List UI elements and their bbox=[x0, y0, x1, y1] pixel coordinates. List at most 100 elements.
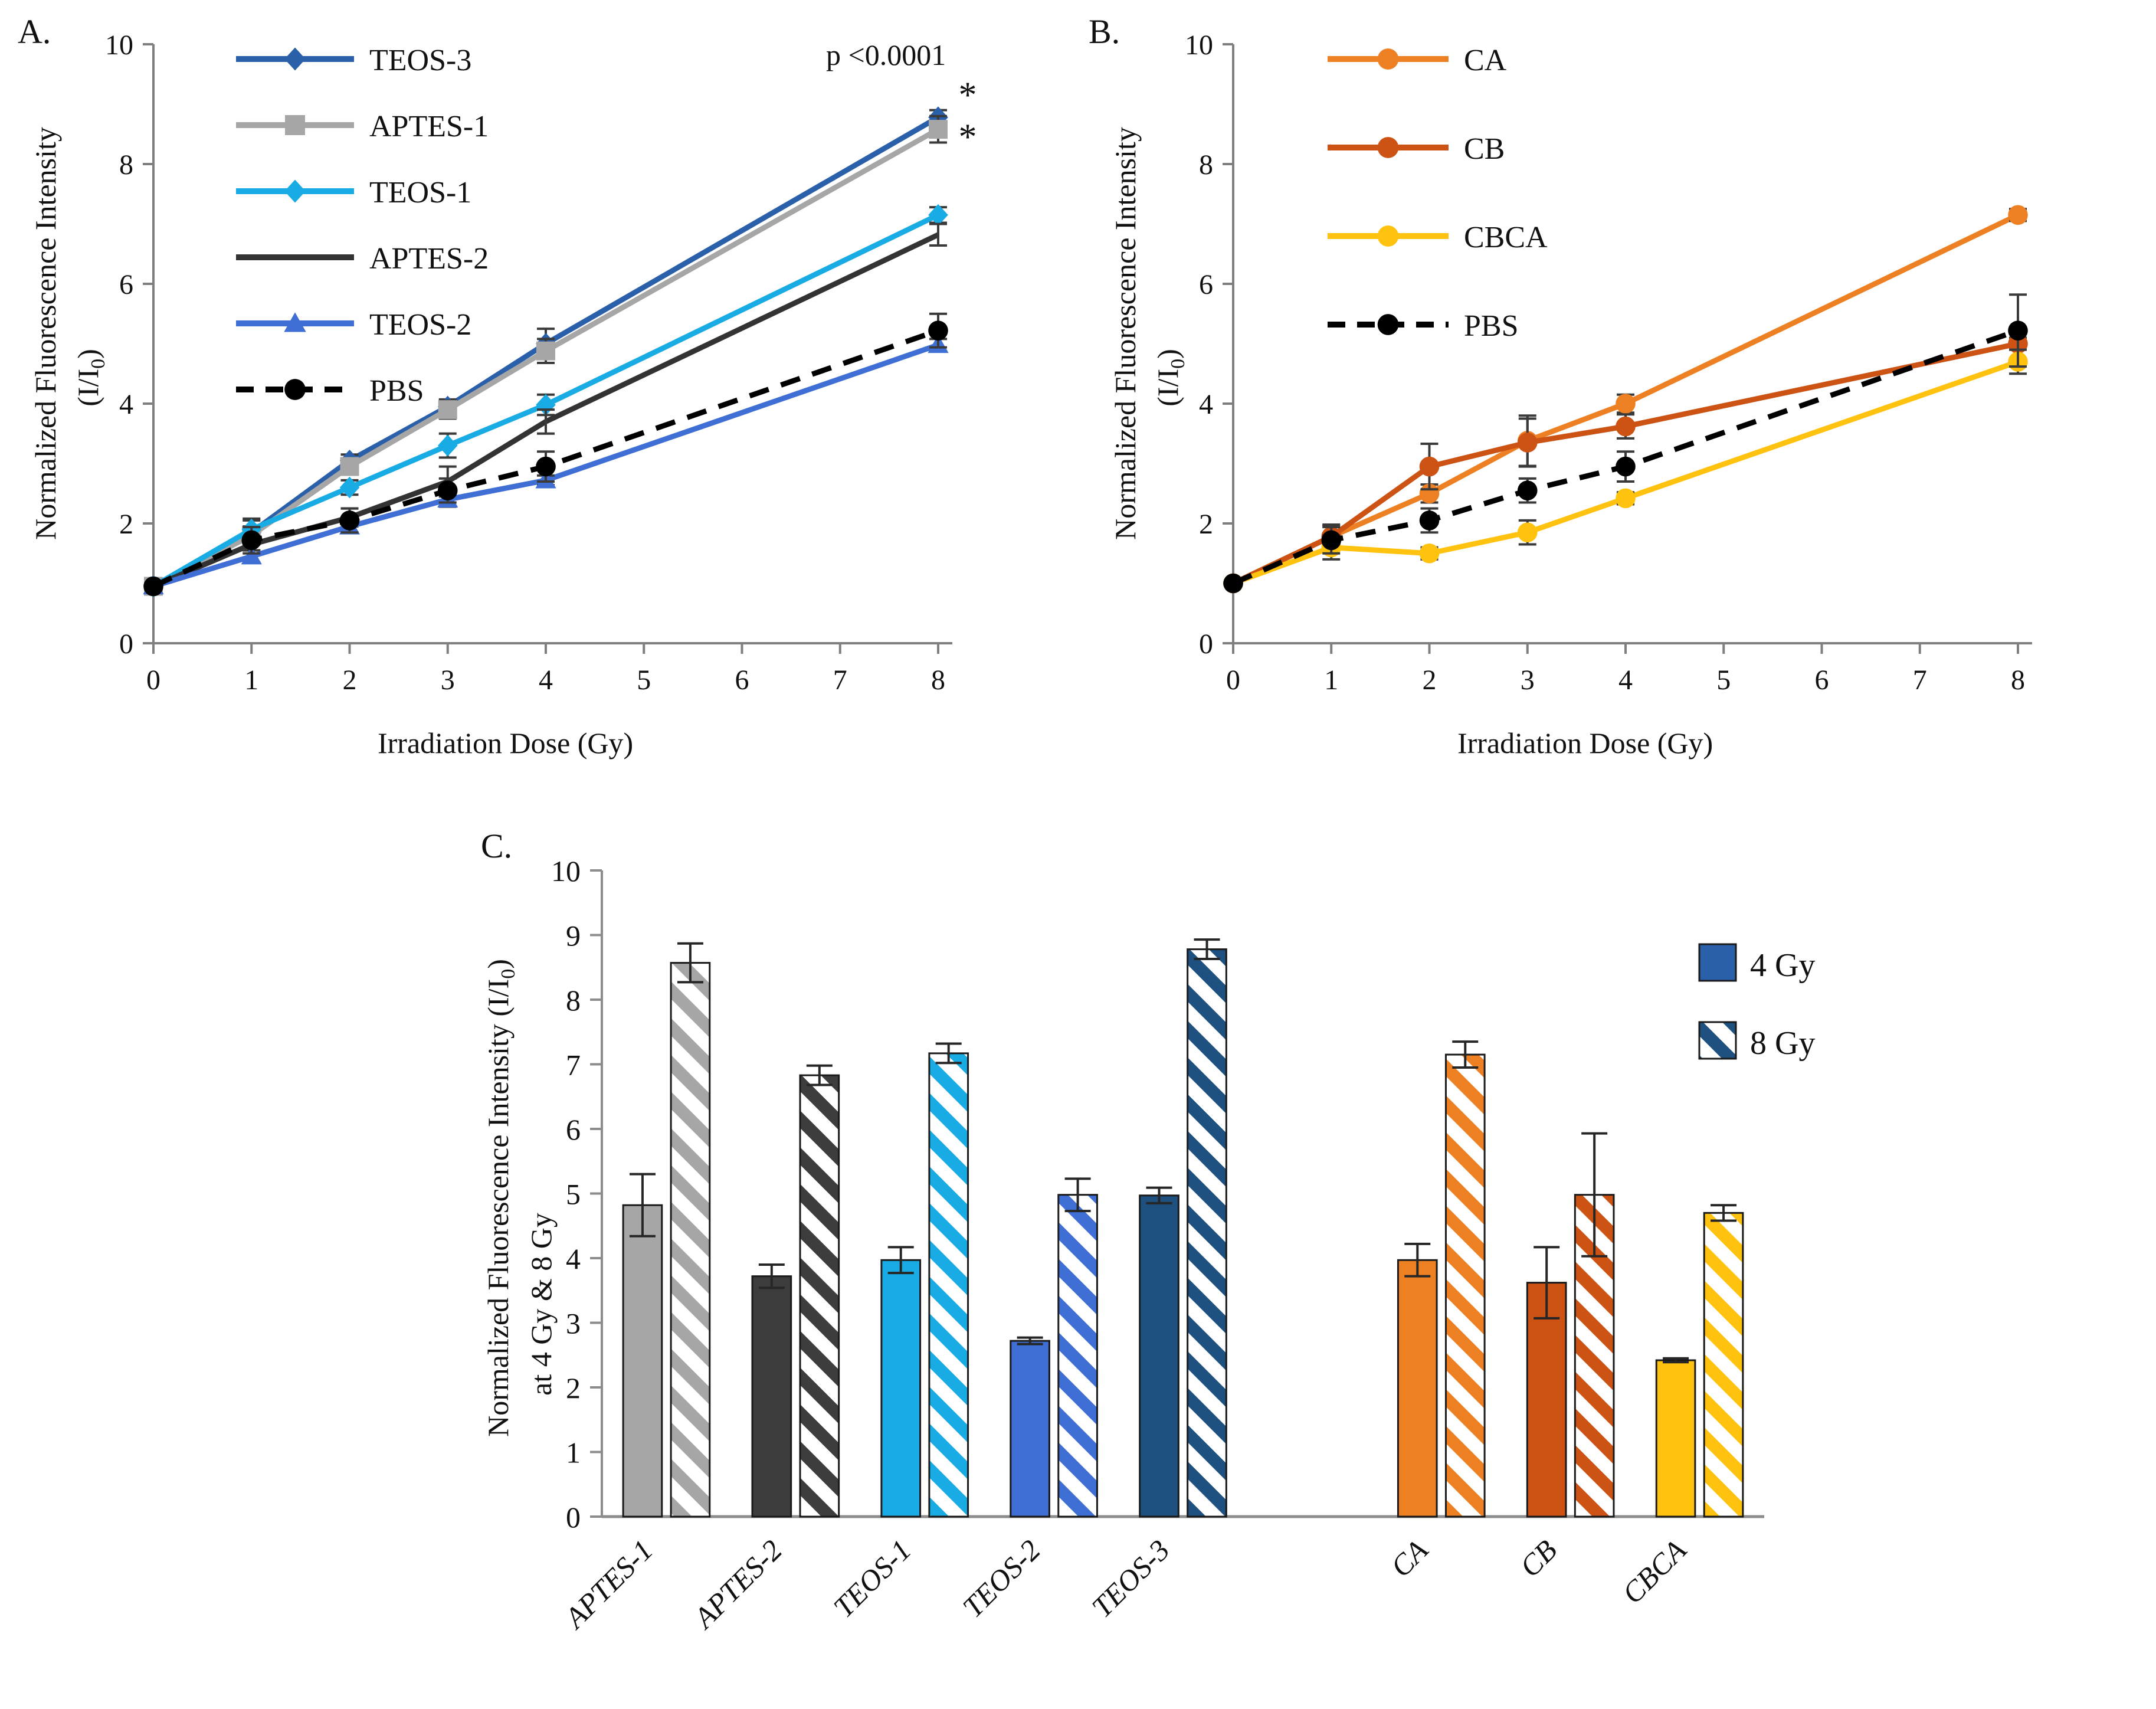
data-point-marker bbox=[1517, 480, 1538, 500]
legend-label: 4 Gy bbox=[1750, 947, 1815, 984]
data-point-marker bbox=[929, 120, 948, 139]
legend-item-TEOS-2[interactable] bbox=[236, 312, 354, 332]
series-PBS bbox=[1223, 293, 2028, 594]
bar-group-APTES-2 bbox=[751, 1064, 840, 1518]
legend-item-CA[interactable] bbox=[1328, 48, 1449, 70]
x-axis-tick-label: 8 bbox=[2011, 664, 2025, 696]
data-point-marker bbox=[1616, 456, 1636, 477]
data-point-marker bbox=[1616, 416, 1636, 437]
data-point-marker bbox=[285, 115, 305, 135]
y-axis-tick-label: 8 bbox=[566, 984, 581, 1017]
bar-4gy[interactable] bbox=[1139, 1194, 1179, 1518]
bar-4gy[interactable] bbox=[622, 1204, 663, 1518]
bar-8gy[interactable] bbox=[1187, 948, 1227, 1518]
bar-8gy[interactable] bbox=[670, 962, 711, 1518]
y-axis-tick-label: 6 bbox=[119, 269, 133, 300]
series-line bbox=[152, 127, 940, 589]
y-axis-tick-label: 7 bbox=[566, 1049, 581, 1082]
data-point-marker bbox=[536, 456, 556, 477]
legend-item-TEOS-3[interactable] bbox=[236, 47, 354, 71]
panel-a-x-axis-title: Irradiation Dose (Gy) bbox=[378, 726, 634, 759]
significance-asterisk: * bbox=[959, 117, 977, 158]
legend-item-8-Gy[interactable] bbox=[1698, 1021, 1737, 1060]
x-axis-tick-label: 5 bbox=[1716, 664, 1731, 696]
data-point-marker bbox=[241, 546, 262, 565]
bar-8gy[interactable] bbox=[1703, 1212, 1744, 1518]
data-point-marker bbox=[438, 400, 457, 420]
x-axis-tick-label: 3 bbox=[1521, 664, 1535, 696]
legend-item-4-Gy[interactable] bbox=[1698, 943, 1737, 982]
legend-item-PBS[interactable] bbox=[236, 379, 354, 400]
data-point-marker bbox=[284, 379, 306, 400]
y-axis-tick-label: 10 bbox=[1185, 30, 1213, 61]
bar-group-TEOS-2 bbox=[1010, 1177, 1098, 1518]
bar-8gy[interactable] bbox=[1057, 1194, 1098, 1518]
panel-c-label: C. bbox=[481, 827, 513, 865]
legend-item-CBCA[interactable] bbox=[1328, 225, 1449, 247]
bar-8gy[interactable] bbox=[928, 1052, 969, 1518]
bar-group-TEOS-3 bbox=[1139, 938, 1227, 1518]
bar-8gy[interactable] bbox=[799, 1074, 840, 1518]
bar-8gy[interactable] bbox=[1444, 1053, 1486, 1518]
data-point-marker bbox=[1517, 433, 1538, 453]
bar-group-CB bbox=[1526, 1132, 1615, 1518]
data-point-marker bbox=[1377, 48, 1399, 70]
panel-b-y-axis-title: Normalized Fluorescence Intensity bbox=[1109, 127, 1142, 540]
legend-label: PBS bbox=[369, 374, 424, 408]
legend-label: 8 Gy bbox=[1750, 1025, 1815, 1062]
data-point-marker bbox=[1377, 137, 1399, 158]
legend-label: CB bbox=[1464, 132, 1505, 166]
legend-item-PBS[interactable] bbox=[1328, 314, 1449, 335]
data-point-marker bbox=[340, 457, 359, 476]
x-axis-tick-label: 6 bbox=[735, 664, 749, 696]
bar-4gy[interactable] bbox=[1397, 1259, 1438, 1518]
y-axis-tick-label: 9 bbox=[566, 919, 581, 952]
panel-b-x-axis-title: Irradiation Dose (Gy) bbox=[1457, 726, 1713, 759]
series-line bbox=[152, 232, 939, 589]
x-axis-category-label: APTES-1 bbox=[557, 1533, 659, 1635]
y-axis-tick-label: 4 bbox=[1199, 389, 1213, 420]
bar-group-APTES-1 bbox=[622, 942, 711, 1518]
data-point-marker bbox=[1517, 522, 1538, 543]
x-axis-tick-label: 4 bbox=[539, 664, 553, 696]
data-point-marker bbox=[1321, 530, 1342, 551]
data-point-marker bbox=[1419, 456, 1440, 477]
y-axis-tick-label: 1 bbox=[566, 1436, 581, 1469]
data-point-marker bbox=[928, 204, 948, 226]
legend-swatch bbox=[1698, 943, 1737, 982]
data-point-marker bbox=[536, 341, 555, 361]
y-axis-tick-label: 0 bbox=[119, 628, 133, 660]
x-axis-category-label: TEOS-1 bbox=[827, 1533, 918, 1624]
data-point-marker bbox=[2008, 320, 2028, 341]
x-axis-category-label: TEOS-2 bbox=[956, 1533, 1047, 1624]
y-axis-tick-label: 5 bbox=[566, 1178, 581, 1211]
bar-4gy[interactable] bbox=[1655, 1359, 1696, 1518]
x-axis-tick-label: 3 bbox=[441, 664, 455, 696]
legend-item-CB[interactable] bbox=[1328, 137, 1449, 158]
bar-4gy[interactable] bbox=[880, 1259, 922, 1518]
legend-label: PBS bbox=[1464, 309, 1519, 343]
y-axis-tick-label: 0 bbox=[566, 1501, 581, 1534]
x-axis-tick-label: 7 bbox=[1913, 664, 1927, 696]
y-axis-tick-label: 8 bbox=[119, 149, 133, 181]
x-axis-tick-label: 8 bbox=[931, 664, 945, 696]
legend-label: TEOS-2 bbox=[369, 308, 471, 342]
bar-4gy[interactable] bbox=[1010, 1340, 1050, 1518]
data-point-marker bbox=[928, 320, 948, 341]
data-point-marker bbox=[284, 179, 306, 203]
x-axis-category-label: CB bbox=[1513, 1533, 1564, 1583]
x-axis-tick-label: 4 bbox=[1618, 664, 1633, 696]
data-point-marker bbox=[1377, 225, 1399, 247]
bar-4gy[interactable] bbox=[751, 1275, 792, 1518]
x-axis-category-label: TEOS-3 bbox=[1085, 1533, 1176, 1624]
panel-c: C. Normalized Fluorescence Intensity (I/… bbox=[413, 814, 2006, 1709]
y-axis-tick-label: 8 bbox=[1199, 149, 1213, 181]
x-axis-tick-label: 7 bbox=[833, 664, 847, 696]
y-axis-tick-label: 2 bbox=[1199, 509, 1213, 540]
legend bbox=[236, 47, 354, 400]
y-axis-tick-label: 10 bbox=[105, 30, 133, 61]
legend-item-TEOS-1[interactable] bbox=[236, 179, 354, 203]
x-axis-category-label: CA bbox=[1384, 1533, 1434, 1583]
legend-item-APTES-1[interactable] bbox=[236, 115, 354, 135]
series-line bbox=[152, 342, 939, 589]
